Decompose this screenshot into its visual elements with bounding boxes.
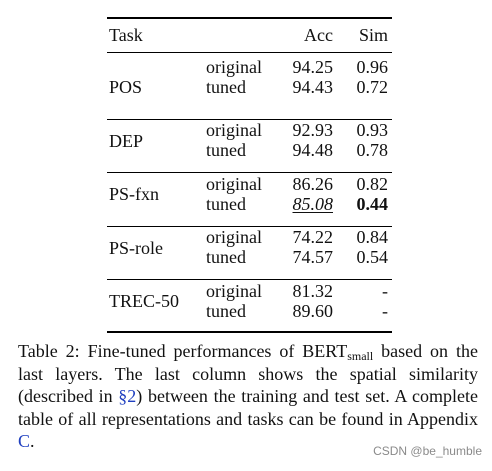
acc-ps-role-original: 74.22	[292, 227, 334, 247]
group-rule	[107, 279, 392, 280]
sim-trec-50-tuned: -	[382, 301, 388, 321]
sim-ps-role-original: 0.84	[356, 227, 389, 247]
setting-ps-role-tuned: tuned	[206, 247, 246, 267]
acc-ps-fxn-original: 86.26	[292, 174, 334, 194]
header-rule	[107, 52, 392, 53]
setting-ps-fxn-original: original	[206, 174, 262, 194]
task-ps-fxn: PS-fxn	[109, 184, 160, 204]
sim-ps-role-tuned: 0.54	[356, 247, 389, 267]
setting-trec-50-original: original	[206, 281, 262, 301]
caption-text: .	[30, 431, 35, 452]
table-caption: Table 2: Fine-tuned performances of BERT…	[18, 340, 478, 453]
appendix-ref-link[interactable]: C	[18, 431, 31, 452]
sim-dep-tuned: 0.78	[356, 140, 389, 160]
group-rule	[107, 119, 392, 120]
setting-pos-original: original	[206, 57, 262, 77]
sim-dep-original: 0.93	[356, 120, 389, 140]
sim-ps-fxn-tuned: 0.44	[356, 194, 389, 214]
section-ref-link[interactable]: §2	[118, 386, 137, 407]
header-task: Task	[109, 25, 143, 45]
acc-ps-fxn-tuned: 85.08	[292, 194, 334, 214]
setting-pos-tuned: tuned	[206, 77, 246, 97]
acc-ps-role-tuned: 74.57	[292, 247, 334, 267]
sim-pos-tuned: 0.72	[356, 77, 389, 97]
task-dep: DEP	[109, 131, 144, 151]
acc-trec-50-tuned: 89.60	[292, 301, 334, 321]
setting-trec-50-tuned: tuned	[206, 301, 246, 321]
acc-pos-tuned: 94.43	[292, 77, 334, 97]
setting-ps-role-original: original	[206, 227, 262, 247]
acc-trec-50-original: 81.32	[292, 281, 334, 301]
sim-pos-original: 0.96	[356, 57, 389, 77]
caption-text: Table 2: Fine-tuned performances of BERT	[18, 341, 348, 361]
table-top-rule	[107, 17, 392, 19]
caption-text: ) between the training and test set. A c…	[18, 386, 478, 429]
setting-ps-fxn-tuned: tuned	[206, 194, 246, 214]
header-sim: Sim	[358, 25, 388, 45]
task-ps-role: PS-role	[109, 238, 163, 258]
sim-ps-fxn-original: 0.82	[356, 174, 389, 194]
group-rule	[107, 172, 392, 173]
acc-pos-original: 94.25	[292, 57, 334, 77]
setting-dep-tuned: tuned	[206, 140, 246, 160]
caption-subscript: small	[347, 349, 374, 363]
acc-dep-original: 92.93	[292, 120, 334, 140]
setting-dep-original: original	[206, 120, 262, 140]
task-trec-50: TREC-50	[109, 291, 179, 311]
watermark: CSDN @be_humble	[373, 444, 482, 458]
task-pos: POS	[109, 77, 143, 97]
acc-dep-tuned: 94.48	[292, 140, 334, 160]
caption-text: based on the last layers. The last colum…	[18, 341, 478, 407]
sim-trec-50-original: -	[382, 281, 388, 301]
table-bottom-rule	[107, 331, 392, 333]
header-acc: Acc	[304, 25, 333, 45]
group-rule	[107, 226, 392, 227]
